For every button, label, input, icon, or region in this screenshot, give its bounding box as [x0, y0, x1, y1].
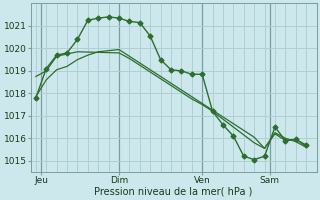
X-axis label: Pression niveau de la mer( hPa ): Pression niveau de la mer( hPa )	[94, 187, 253, 197]
